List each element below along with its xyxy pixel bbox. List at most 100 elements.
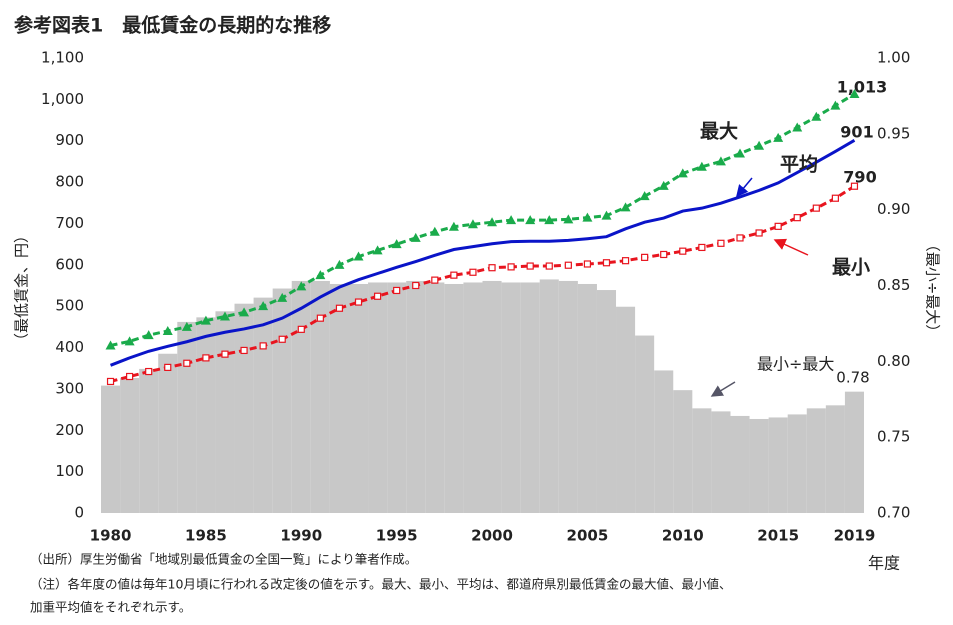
marker: [334, 259, 345, 269]
y-axis-label: （最低賃金、円）: [13, 228, 31, 348]
bar: [463, 282, 483, 513]
y-tick-label: 900: [55, 131, 84, 149]
y-tick-label: 800: [55, 173, 84, 191]
line: [109, 139, 856, 367]
note: （出所）厚生労働省「地域別最低賃金の全国一覧」により筆者作成。: [30, 552, 417, 567]
marker: [393, 286, 401, 295]
marker: [164, 363, 172, 371]
y2-tick-label: 0.80: [877, 352, 910, 370]
bar: [101, 385, 121, 513]
marker: [564, 261, 572, 269]
marker: [219, 311, 230, 321]
y-tick-label: 600: [55, 255, 84, 273]
bar: [616, 306, 636, 513]
bar: [139, 368, 159, 513]
marker: [239, 307, 250, 317]
marker: [831, 194, 839, 202]
y2-tick-label: 0.85: [877, 276, 910, 294]
bar: [253, 297, 273, 513]
marker: [277, 292, 288, 302]
y2-tick-label: 1.00: [877, 49, 910, 67]
bar: [406, 280, 426, 513]
marker: [202, 354, 210, 362]
series-label: 平均: [780, 153, 818, 176]
y-tick-label: 1,100: [41, 49, 84, 67]
bar: [291, 280, 311, 513]
bar: [501, 282, 521, 513]
arrow: [773, 238, 809, 256]
x-tick-label: 2010: [662, 527, 704, 545]
series-label: 最小: [832, 257, 870, 279]
line: [110, 92, 856, 347]
marker: [469, 268, 477, 276]
bar: [635, 335, 655, 513]
bar: [711, 411, 731, 513]
marker: [145, 367, 153, 376]
data-label: 0.78: [836, 369, 869, 387]
bar: [749, 418, 769, 513]
marker: [736, 234, 744, 242]
marker: [373, 292, 382, 300]
data-label: 790: [843, 168, 876, 187]
marker: [391, 239, 402, 249]
bar: [482, 280, 502, 513]
marker: [641, 253, 649, 261]
marker: [450, 271, 458, 279]
bar: [673, 390, 693, 513]
marker: [544, 215, 555, 225]
bar: [272, 288, 292, 513]
marker: [620, 202, 631, 212]
arrow: [736, 177, 753, 198]
marker: [677, 168, 688, 178]
marker: [467, 219, 478, 229]
y-tick-label: 700: [55, 214, 84, 232]
marker: [143, 330, 154, 340]
y2-axis-label: （最小÷最大）: [924, 237, 942, 340]
bar: [234, 303, 254, 513]
y-tick-label: 100: [55, 462, 84, 480]
bar: [387, 282, 407, 513]
bar: [806, 408, 826, 513]
data-label: 1,013: [837, 78, 888, 97]
bar: [177, 321, 197, 513]
marker: [811, 111, 822, 121]
marker: [315, 270, 326, 280]
marker: [621, 257, 630, 265]
y-tick-label: 200: [55, 421, 84, 439]
bar: [196, 317, 216, 513]
marker: [545, 262, 553, 270]
bar: [730, 415, 750, 513]
marker: [412, 281, 420, 290]
bar: [577, 283, 597, 513]
data-label: 901: [840, 123, 873, 142]
marker: [526, 262, 534, 270]
x-tick-label: 2019: [834, 527, 876, 545]
x-tick-label: 2005: [567, 527, 609, 545]
marker: [754, 140, 765, 150]
bar: [558, 280, 578, 513]
marker: [792, 122, 803, 132]
marker: [126, 372, 134, 381]
bar: [158, 353, 178, 513]
marker: [850, 182, 859, 190]
x-tick-label: 1985: [185, 527, 227, 545]
marker: [755, 229, 763, 237]
marker: [488, 264, 496, 272]
bar: [120, 378, 140, 513]
marker: [715, 156, 726, 166]
bar: [654, 370, 674, 513]
y-tick-label: 400: [55, 338, 84, 356]
chart-title: 参考図表1 最低賃金の長期的な推移: [14, 14, 331, 37]
marker: [773, 132, 784, 142]
marker: [296, 281, 307, 291]
bar: [692, 408, 712, 513]
bar: [520, 282, 540, 513]
bar: [348, 283, 369, 513]
marker: [563, 214, 574, 224]
marker: [162, 326, 173, 335]
y-tick-label: 500: [55, 297, 84, 315]
marker: [448, 221, 459, 231]
marker: [410, 232, 421, 242]
bar: [215, 311, 235, 513]
